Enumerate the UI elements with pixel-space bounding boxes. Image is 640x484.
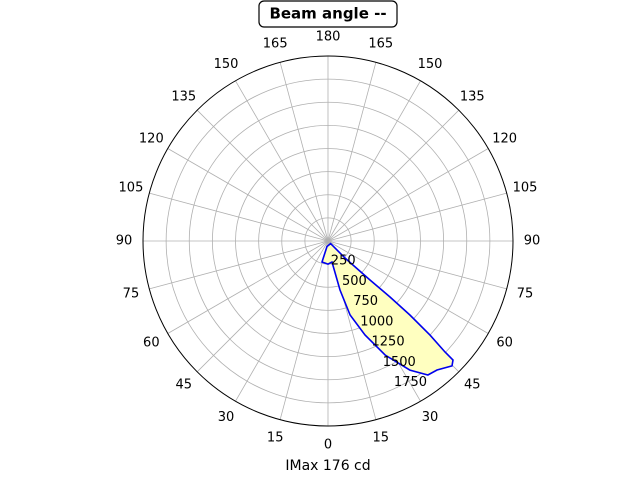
angle-tick-label: 120 [492, 132, 517, 147]
angle-tick-label: 45 [464, 378, 481, 393]
angle-tick-label: 120 [139, 132, 164, 147]
grid-spoke [235, 240, 329, 402]
radial-tick-label: 1250 [372, 335, 405, 350]
grid-spoke [167, 148, 329, 242]
chart-title: Beam angle -- [269, 5, 386, 23]
radial-tick-label: 750 [353, 294, 378, 309]
angle-tick-label: 180 [316, 30, 341, 45]
angle-tick-label: 75 [517, 286, 534, 301]
polar-frame [142, 55, 514, 427]
series-area [322, 243, 453, 375]
grid-spoke [235, 80, 329, 242]
angle-tick-label: 45 [175, 378, 192, 393]
angle-tick-label: 105 [513, 181, 538, 196]
angle-tick-label: 75 [123, 286, 140, 301]
grid-spoke [279, 62, 329, 242]
angle-tick-label: 165 [368, 36, 393, 51]
radial-tick-label: 500 [342, 274, 367, 289]
radial-tick-label: 1000 [360, 314, 393, 329]
x-axis-label: IMax 176 cd [285, 458, 370, 474]
angle-tick-label: 30 [422, 410, 439, 425]
angle-tick-label: 135 [171, 89, 196, 104]
angle-tick-label: 60 [143, 336, 160, 351]
angle-tick-label: 30 [218, 410, 235, 425]
angle-tick-label: 165 [263, 36, 288, 51]
grid-spoke [327, 240, 489, 334]
grid-spoke [149, 240, 329, 290]
angle-tick-label: 90 [116, 234, 133, 249]
angle-tick-label: 0 [324, 438, 332, 453]
angle-tick-label: 60 [496, 336, 513, 351]
grid-spoke [327, 62, 377, 242]
angle-tick-label: 105 [119, 181, 144, 196]
grid-spoke [327, 148, 489, 242]
angle-tick-label: 135 [460, 89, 485, 104]
grid-spoke [279, 240, 329, 420]
angle-tick-label: 15 [373, 431, 390, 446]
grid-spoke [327, 192, 507, 242]
grid-spoke [327, 240, 507, 290]
radial-tick-label: 250 [331, 254, 356, 269]
grid-spoke [196, 109, 329, 242]
series-line [320, 242, 454, 376]
grid-spoke [167, 240, 329, 334]
grid-spoke [327, 80, 421, 242]
title-box [258, 0, 398, 28]
grid-spoke [149, 192, 329, 242]
angle-tick-label: 90 [524, 234, 541, 249]
radial-tick-label: 1750 [394, 375, 427, 390]
angle-tick-label: 150 [418, 57, 443, 72]
angle-tick-label: 150 [214, 57, 239, 72]
grid-spoke [196, 240, 329, 373]
angle-tick-label: 15 [267, 431, 284, 446]
grid-spoke [327, 109, 460, 242]
radial-tick-label: 1500 [383, 355, 416, 370]
